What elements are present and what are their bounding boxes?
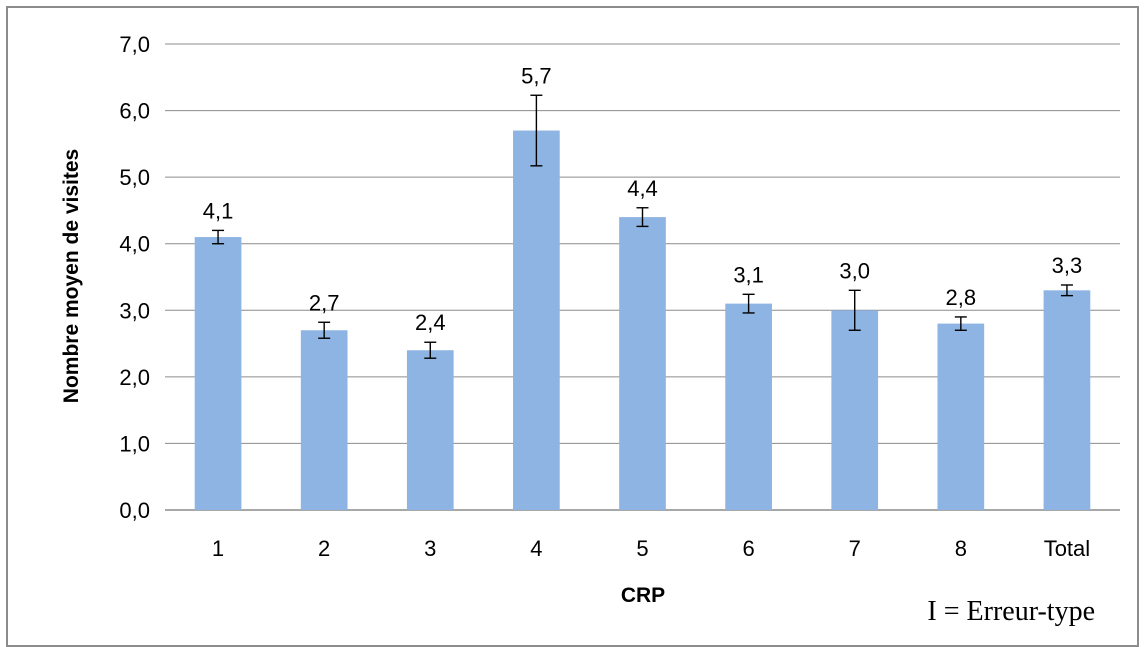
error-type-note: I = Erreur-type <box>927 596 1095 627</box>
data-label: 3,0 <box>839 258 870 283</box>
data-label: 4,1 <box>203 198 234 223</box>
y-tick-label: 7,0 <box>119 32 150 57</box>
bar <box>831 310 879 510</box>
y-tick-label: 1,0 <box>119 431 150 456</box>
y-tick-labels: 0,0 1,0 2,0 3,0 4,0 5,0 6,0 7,0 <box>119 32 150 523</box>
bar <box>406 350 454 510</box>
y-tick-label: 6,0 <box>119 99 150 124</box>
data-label: 2,7 <box>309 290 340 315</box>
y-tick-label: 2,0 <box>119 365 150 390</box>
data-label: 3,3 <box>1052 253 1083 278</box>
y-tick-label: 4,0 <box>119 232 150 257</box>
bar <box>300 330 348 510</box>
x-tick-label: 1 <box>212 536 224 561</box>
bar <box>619 217 666 511</box>
x-tick-labels: 1 2 3 4 5 6 7 8 Total <box>212 536 1090 561</box>
bars <box>194 130 1091 511</box>
x-tick-label: 2 <box>318 536 330 561</box>
x-tick-label: 4 <box>530 536 542 561</box>
x-tick-label: 8 <box>955 536 967 561</box>
bar <box>513 130 560 511</box>
y-tick-label: 3,0 <box>119 298 150 323</box>
x-tick-label: 3 <box>424 536 436 561</box>
error-bars <box>212 94 1073 359</box>
data-labels: 4,1 2,7 2,4 5,7 4,4 3,1 3,0 2,8 3,3 <box>203 63 1082 335</box>
data-label: 3,1 <box>733 262 764 287</box>
bar <box>194 237 242 511</box>
data-label: 2,4 <box>415 310 446 335</box>
x-tick-label: Total <box>1044 536 1090 561</box>
data-label: 4,4 <box>627 176 658 201</box>
x-axis-title: CRP <box>621 584 665 607</box>
bar <box>1043 290 1091 510</box>
x-tick-label: 5 <box>636 536 648 561</box>
y-axis-title: Nombre moyen de visites <box>60 149 83 403</box>
data-label: 5,7 <box>521 63 552 88</box>
y-tick-label: 0,0 <box>119 498 150 523</box>
bar <box>725 303 772 510</box>
y-tick-label: 5,0 <box>119 165 150 190</box>
x-tick-label: 6 <box>742 536 754 561</box>
x-tick-label: 7 <box>849 536 861 561</box>
bar <box>937 323 985 510</box>
data-label: 2,8 <box>946 285 977 310</box>
